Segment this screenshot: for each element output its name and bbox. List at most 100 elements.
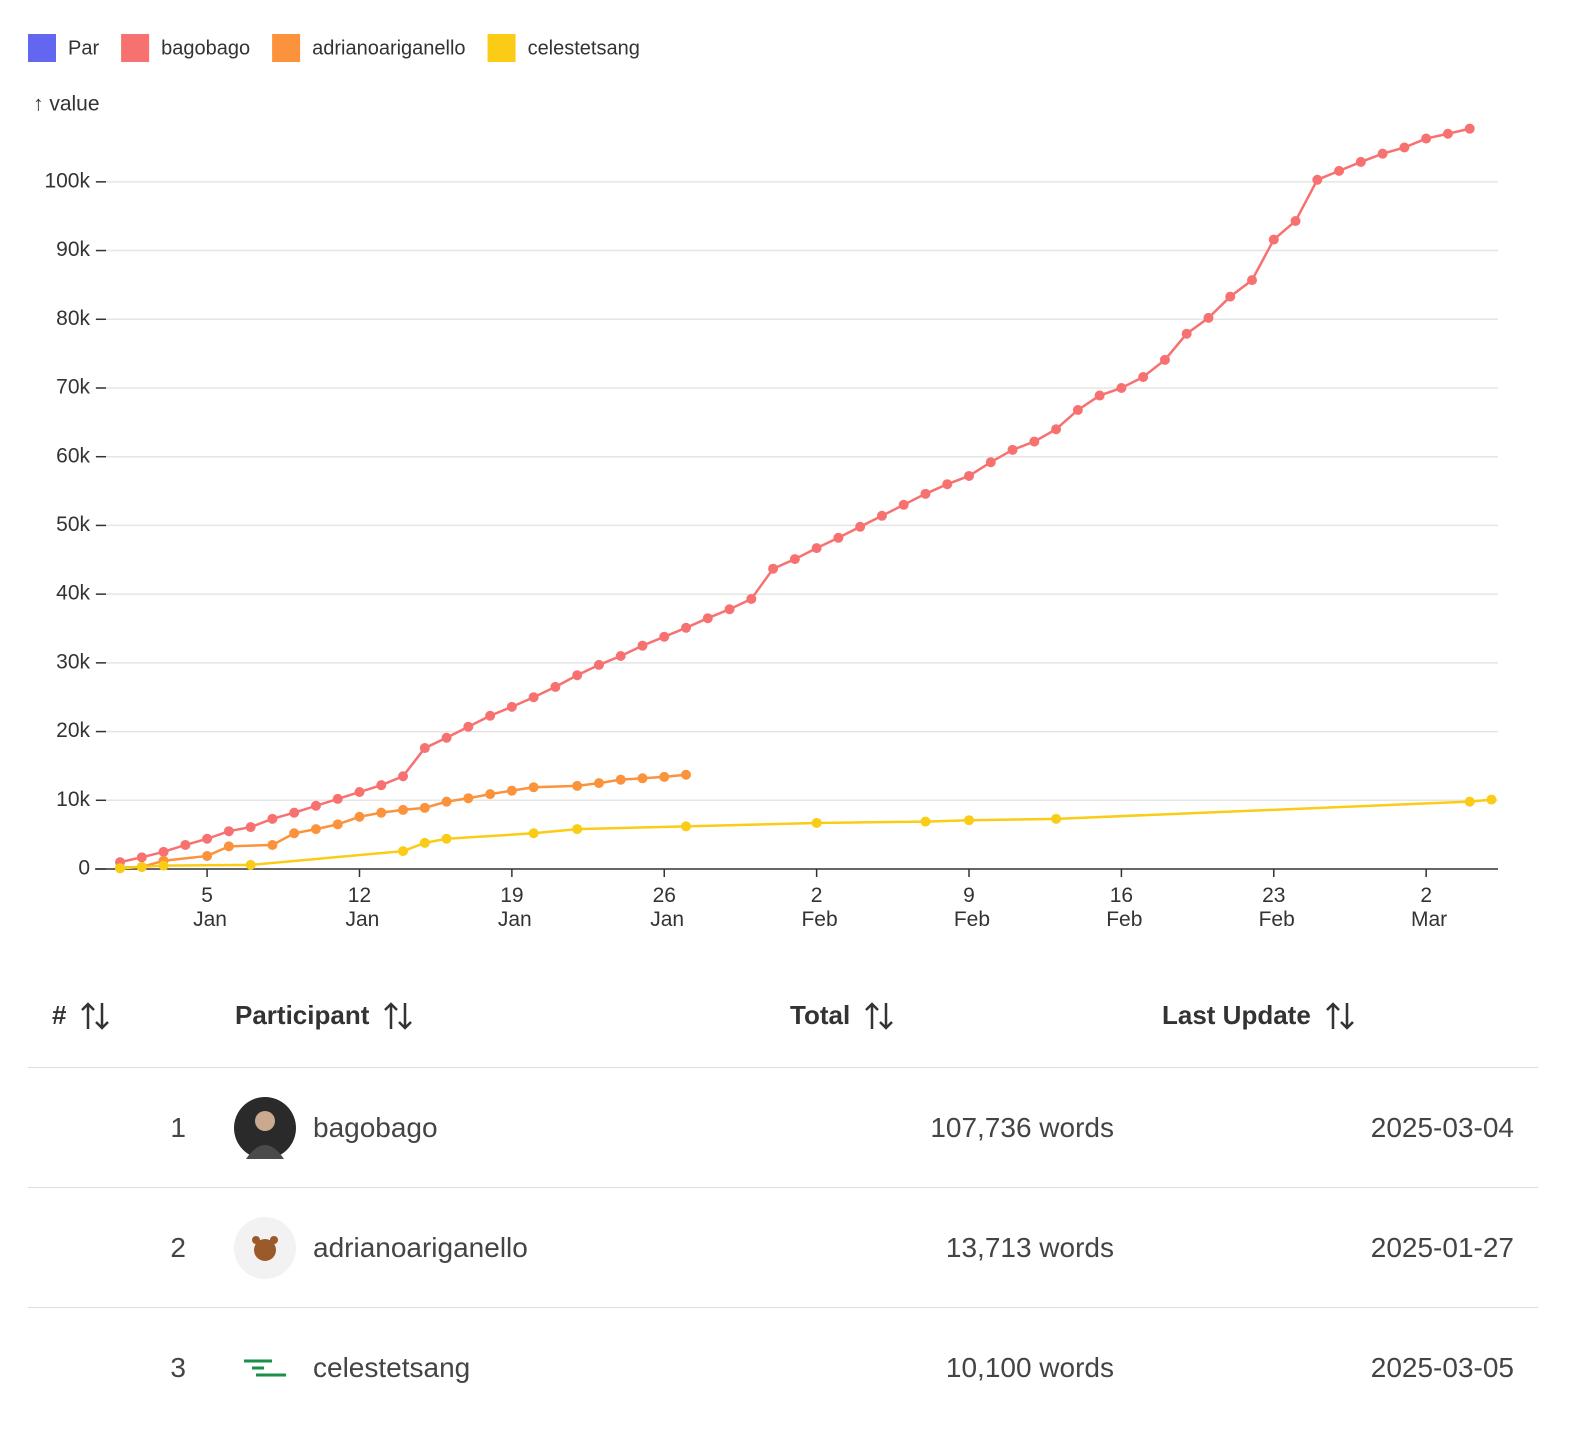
participant-name: bagobago	[313, 1112, 438, 1143]
data-point	[245, 859, 256, 870]
data-point	[245, 822, 256, 833]
data-point	[1442, 128, 1453, 139]
x-tick-label: 2 Feb	[796, 884, 838, 931]
avatar	[234, 1097, 296, 1159]
data-point	[964, 470, 975, 481]
data-point	[1159, 354, 1170, 365]
x-tick-label: 9 Feb	[948, 884, 990, 931]
data-point	[419, 802, 430, 813]
data-point	[702, 613, 713, 624]
data-point	[1007, 444, 1018, 455]
last-update: 2025-03-04	[1370, 1112, 1514, 1143]
table-row: 1 bagobago 107,736 words 2025-03-04	[28, 1067, 1538, 1188]
y-tick-label: 70k	[56, 376, 90, 399]
total: 107,736 words	[930, 1112, 1114, 1143]
data-point	[724, 604, 735, 615]
total: 13,713 words	[945, 1232, 1114, 1263]
legend-swatch	[487, 34, 516, 62]
data-point	[267, 813, 278, 824]
data-point	[1399, 142, 1410, 153]
data-point	[789, 554, 800, 565]
series-line	[119, 127, 1470, 864]
y-tick-label: 90k	[56, 238, 90, 261]
data-point	[419, 743, 430, 754]
data-point	[419, 837, 430, 848]
data-point	[768, 563, 779, 574]
data-point	[506, 701, 517, 712]
x-tick-label: 19 Jan	[492, 884, 532, 931]
data-point	[681, 821, 692, 832]
y-tick-label: 30k	[56, 650, 90, 673]
data-point	[942, 479, 953, 490]
y-tick-label: 50k	[56, 513, 90, 536]
data-point	[528, 782, 539, 793]
header-total[interactable]: Total	[790, 1000, 894, 1031]
x-tick-label: 23 Feb	[1253, 884, 1295, 931]
last-update: 2025-01-27	[1370, 1232, 1514, 1263]
data-point	[354, 811, 365, 822]
data-point	[1334, 165, 1345, 176]
rank: 3	[170, 1352, 186, 1383]
data-point	[528, 692, 539, 703]
data-point	[833, 532, 844, 543]
legend-label: bagobago	[161, 37, 250, 59]
data-point	[354, 787, 365, 798]
chart: ↑ value Par bagobago adrianoariganello cele…	[28, 34, 1498, 931]
data-point	[1247, 275, 1258, 286]
legend-label: Par	[68, 37, 99, 59]
data-point	[1421, 133, 1432, 144]
data-point	[441, 833, 452, 844]
data-point	[441, 732, 452, 743]
data-point	[1203, 312, 1214, 323]
avatar	[234, 1217, 296, 1279]
y-axis-label: ↑ value	[33, 93, 100, 116]
header-participant[interactable]: Participant	[235, 1000, 413, 1031]
data-point	[572, 780, 583, 791]
data-point	[920, 488, 931, 499]
data-point	[463, 793, 474, 804]
x-tick-label: 16 Feb	[1100, 884, 1142, 931]
x-tick-label: 26 Jan	[644, 884, 684, 931]
data-point	[615, 650, 626, 661]
data-point	[1355, 156, 1366, 167]
data-point	[550, 681, 561, 692]
header-text: Last Update	[1162, 1000, 1311, 1030]
data-point	[310, 800, 321, 811]
data-point	[572, 670, 583, 681]
header-last-update[interactable]: Last Update	[1162, 1000, 1355, 1031]
data-point	[898, 499, 909, 510]
legend-swatch	[28, 34, 56, 62]
data-point	[463, 721, 474, 732]
data-point	[637, 640, 648, 651]
data-point	[615, 774, 626, 785]
data-point	[1312, 174, 1323, 185]
data-point	[681, 769, 692, 780]
data-point	[1486, 794, 1497, 805]
data-point	[964, 815, 975, 826]
data-point	[1029, 436, 1040, 447]
y-tick-label: 100k	[44, 169, 90, 192]
data-point	[441, 796, 452, 807]
data-point	[398, 804, 409, 815]
data-point	[332, 793, 343, 804]
data-point	[637, 773, 648, 784]
y-tick-label: 80k	[56, 307, 90, 330]
sort-icon	[384, 1001, 413, 1030]
data-point	[1225, 291, 1236, 302]
data-point	[1290, 216, 1301, 227]
data-point	[876, 510, 887, 521]
data-point	[811, 817, 822, 828]
data-point	[920, 816, 931, 827]
data-point	[376, 807, 387, 818]
avatar	[234, 1337, 296, 1399]
y-tick-label: 10k	[56, 788, 90, 811]
data-point	[158, 860, 169, 871]
header-rank[interactable]: #	[52, 1000, 110, 1031]
data-point	[659, 771, 670, 782]
data-point	[811, 543, 822, 554]
data-point	[659, 631, 670, 642]
participant-name: celestetsang	[313, 1352, 471, 1383]
legend-label: celestetsang	[528, 37, 640, 59]
data-point	[398, 771, 409, 782]
x-tick-label: 5 Jan	[187, 884, 227, 931]
